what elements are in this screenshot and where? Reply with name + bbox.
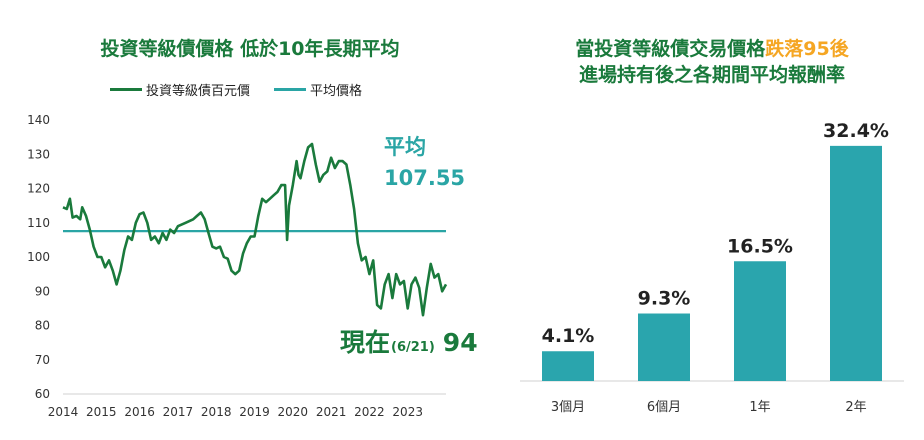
average-value-label: 107.55 (384, 166, 465, 190)
legend-item-average: 平均價格 (274, 80, 362, 99)
bar (830, 145, 882, 381)
x-tick-label: 2021 (316, 405, 347, 419)
bar-value-label: 32.4% (823, 120, 889, 142)
bar-category-label: 2年 (845, 400, 866, 415)
legend-swatch-average (274, 88, 307, 91)
bar-category-label: 1年 (749, 400, 770, 415)
y-tick-label: 140 (27, 113, 50, 127)
bar-value-label: 9.3% (638, 288, 691, 310)
left-chart-legend: 投資等級債百元價 平均價格 (110, 80, 362, 99)
x-tick-label: 2019 (239, 405, 270, 419)
right-chart-title: 當投資等級債交易價格跌落95後 進場持有後之各期間平均報酬率 (510, 36, 914, 88)
current-value-label: 94 (443, 328, 478, 357)
legend-swatch-bond-price (110, 88, 142, 91)
x-tick-label: 2022 (354, 405, 385, 419)
bar (542, 351, 594, 381)
x-tick-label: 2014 (48, 405, 79, 419)
bar-value-label: 4.1% (542, 325, 595, 347)
right-title-highlight: 跌落95後 (765, 38, 849, 60)
y-tick-label: 70 (35, 353, 50, 367)
x-tick-label: 2020 (278, 405, 309, 419)
current-label-date: (6/21) (391, 340, 435, 355)
legend-label-bond-price: 投資等級債百元價 (146, 84, 251, 99)
bar (734, 261, 786, 381)
y-tick-label: 80 (35, 319, 50, 333)
bar (638, 313, 690, 381)
x-tick-label: 2018 (201, 405, 232, 419)
right-title-line2: 進場持有後之各期間平均報酬率 (578, 64, 845, 86)
y-tick-label: 130 (27, 147, 50, 161)
bond-price-line (62, 142, 448, 317)
legend-item-bond-price: 投資等級債百元價 (110, 80, 250, 99)
bar-chart-svg: 4.1% 3個月 9.3% 6個月 16.5% 1年 32.4% 2年 (520, 120, 904, 415)
y-tick-label: 60 (35, 387, 50, 401)
y-tick-label: 110 (27, 216, 50, 230)
right-chart-panel: 當投資等級債交易價格跌落95後 進場持有後之各期間平均報酬率 4.1% 3個月 9.… (500, 0, 924, 440)
x-tick-label: 2017 (163, 405, 194, 419)
x-tick-label: 2023 (392, 405, 423, 419)
bar-category-label: 6個月 (647, 400, 681, 415)
right-title-part1: 當投資等級債交易價格 (575, 38, 766, 60)
legend-label-average: 平均價格 (310, 84, 363, 99)
average-label: 平均 (384, 135, 426, 159)
line-chart-axes: 60 70 80 90 100 110 120 130 140 2014 2015 2016 2017 2… (27, 113, 446, 419)
bar-chart-marks: 4.1% 3個月 9.3% 6個月 16.5% 1年 32.4% 2年 (520, 120, 904, 415)
line-chart-svg: 60 70 80 90 100 110 120 130 140 2014 2015 2016 2017 2… (27, 113, 478, 419)
left-chart-panel: 投資等級債價格 低於10年長期平均 投資等級債百元價 平均價格 60 70 80 90… (27, 38, 478, 419)
x-tick-label: 2016 (124, 405, 155, 419)
left-chart-title: 投資等級債價格 低於10年長期平均 (100, 38, 400, 60)
y-tick-label: 90 (35, 284, 50, 298)
bar-category-label: 3個月 (551, 400, 585, 415)
current-label-main: 現在 (340, 328, 390, 357)
x-tick-label: 2015 (86, 405, 117, 419)
current-price-label: 現在(6/21) 94 (340, 328, 478, 357)
bar-value-label: 16.5% (727, 235, 793, 257)
line-chart-marks (62, 142, 448, 317)
y-tick-label: 120 (27, 182, 50, 196)
y-tick-label: 100 (27, 250, 50, 264)
